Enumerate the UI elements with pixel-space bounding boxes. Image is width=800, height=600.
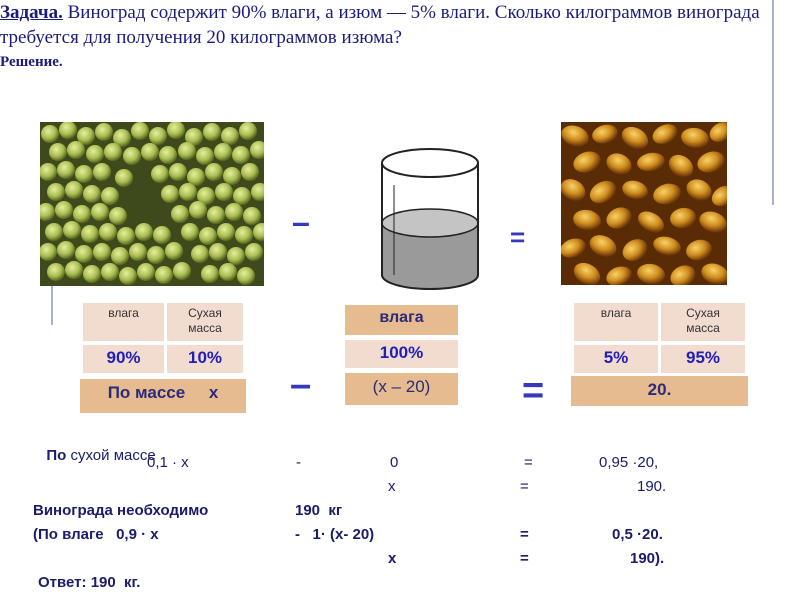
eq2-left: х bbox=[388, 478, 396, 495]
grapes-needed-value: 190 кг bbox=[295, 502, 343, 519]
water-mass-row: (х – 20) bbox=[345, 373, 458, 405]
decorative-line-left bbox=[51, 285, 53, 325]
solution-label: Решение. bbox=[0, 54, 63, 70]
raisins-image bbox=[561, 122, 727, 285]
raisin-water-header: влага bbox=[574, 303, 658, 341]
eq4-left: х bbox=[388, 550, 397, 567]
water-percent: 100% bbox=[345, 340, 458, 368]
raisin-dry-percent: 95% bbox=[661, 345, 745, 373]
eq1-right: 0,95 ·20, bbox=[599, 454, 659, 471]
eq1-equals: = bbox=[524, 454, 533, 471]
answer-text: Ответ: 190 кг. bbox=[38, 574, 141, 591]
eq1-zero: 0 bbox=[390, 454, 399, 471]
solution-line-1-prefix: По bbox=[46, 447, 71, 464]
solution-line-1-text: сухой массе bbox=[70, 447, 156, 464]
grapes-image bbox=[40, 122, 264, 286]
eq3-middle: - 1· (х- 20) bbox=[295, 526, 375, 543]
equals-sign-bottom: = bbox=[522, 370, 545, 412]
eq2-equals: = bbox=[520, 478, 529, 495]
raisin-mass-row: 20. bbox=[571, 376, 748, 406]
minus-sign-bottom: – bbox=[290, 364, 312, 406]
eq1-minus: - bbox=[296, 454, 301, 471]
eq3-left: (По влаге 0,9 · х bbox=[33, 526, 159, 543]
equals-sign-top: = bbox=[510, 222, 526, 252]
eq3-right: 0,5 ·20. bbox=[612, 526, 663, 543]
eq4-equals: = bbox=[520, 550, 529, 567]
eq3-equals: = bbox=[520, 526, 529, 543]
raisin-dry-header: Сухая масса bbox=[661, 303, 745, 341]
problem-label: Задача. bbox=[0, 2, 63, 23]
decorative-line-right bbox=[772, 0, 774, 205]
problem-text: Виноград содержит 90% влаги, а изюм — 5%… bbox=[0, 2, 760, 48]
grapes-mass-row: По массе х bbox=[80, 379, 246, 413]
grapes-water-header: влага bbox=[83, 303, 164, 341]
solution-line-1: По сухой массе bbox=[38, 430, 156, 464]
grapes-dry-percent: 10% bbox=[167, 345, 243, 373]
problem-statement: Задача. Виноград содержит 90% влаги, а и… bbox=[0, 0, 760, 75]
eq4-right: 190). bbox=[630, 550, 665, 567]
grapes-water-percent: 90% bbox=[83, 345, 164, 373]
eq1-left: 0,1 · х bbox=[147, 454, 189, 471]
grapes-needed-label: Винограда необходимо bbox=[33, 502, 209, 519]
grapes-dry-header: Сухая масса bbox=[167, 303, 243, 341]
water-header: влага bbox=[345, 305, 458, 335]
eq2-right: 190. bbox=[637, 478, 667, 495]
minus-sign-top: – bbox=[292, 204, 310, 240]
cylinder-image bbox=[370, 125, 490, 295]
raisin-water-percent: 5% bbox=[574, 345, 658, 373]
